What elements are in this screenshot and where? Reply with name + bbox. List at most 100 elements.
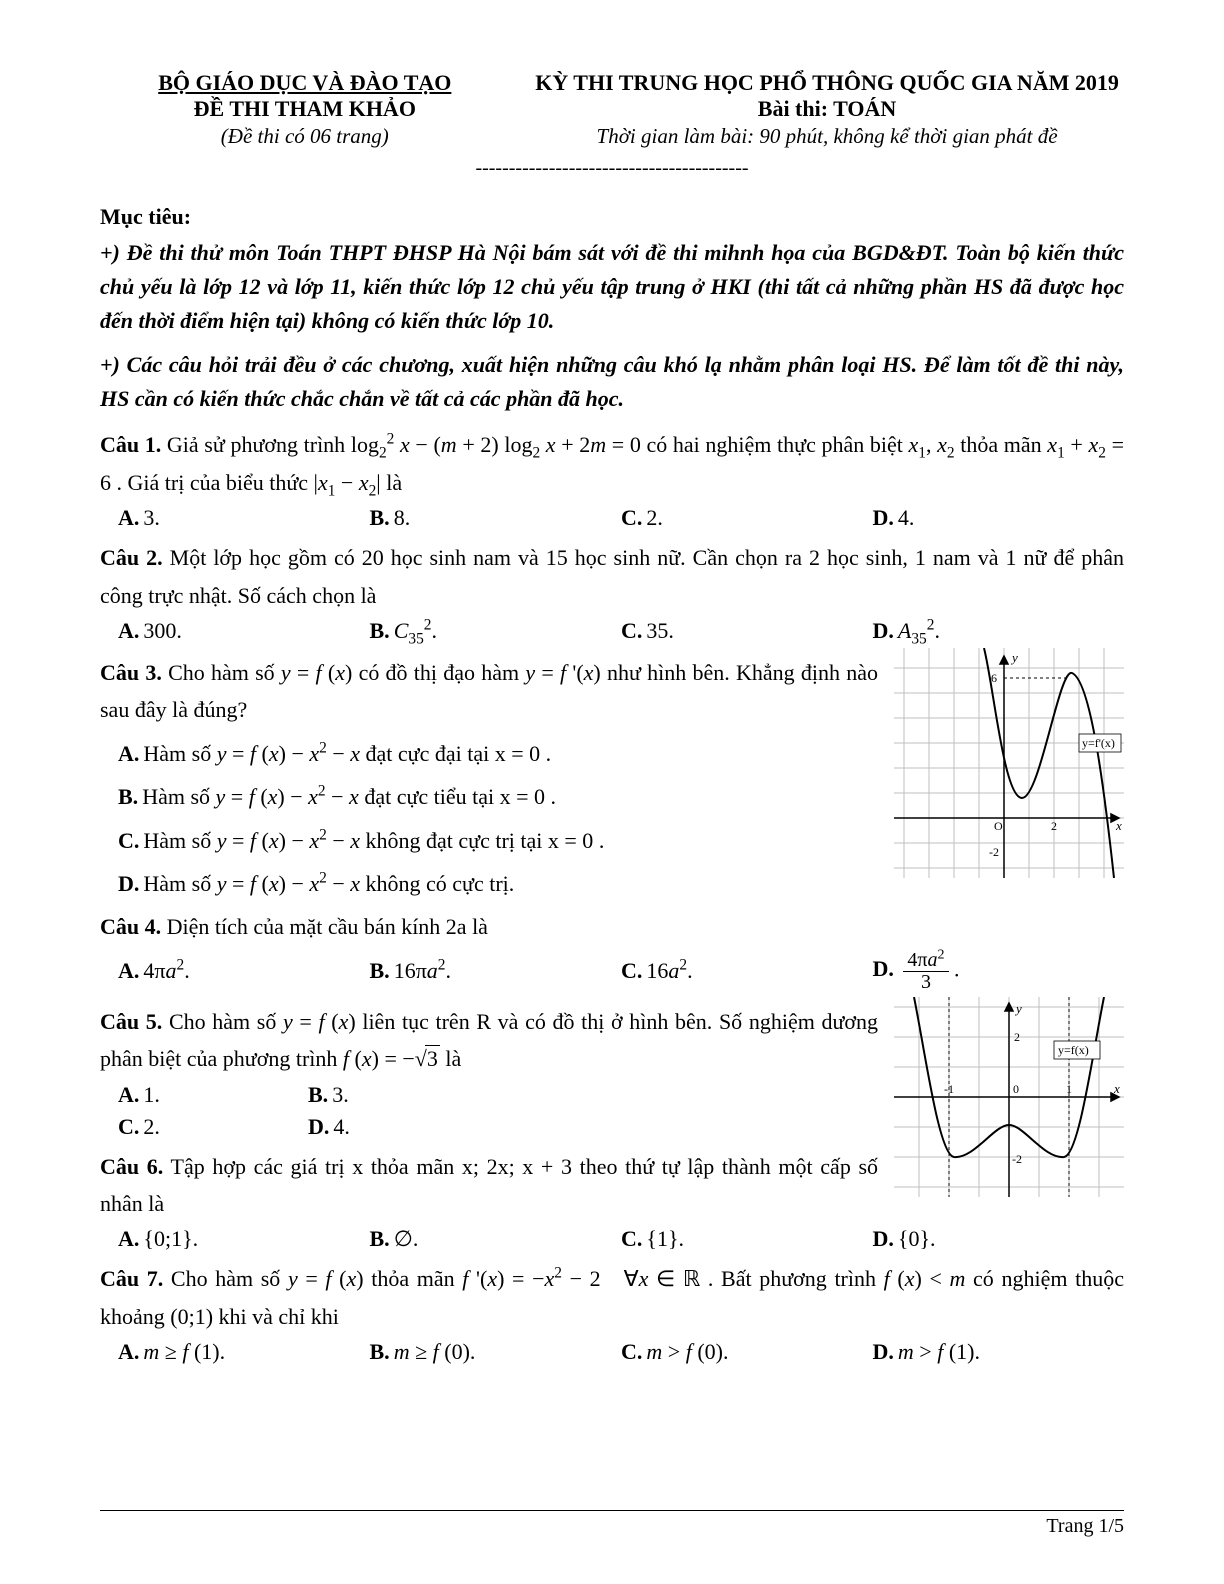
q6-optC: C.{1}.: [621, 1224, 873, 1254]
q3-optB: B.Hàm số y = f (x) − x2 − x đạt cực tiểu…: [118, 778, 878, 815]
q7-optA: A.m ≥ f (1).: [118, 1337, 370, 1367]
q4-label: Câu 4.: [100, 914, 161, 939]
q1-optD: D.4.: [873, 503, 1125, 533]
q5-text-a: Cho hàm số: [169, 1009, 283, 1034]
derivative-graph-icon: y x O 6 2 -2 y=f'(x): [894, 648, 1124, 878]
svg-text:x: x: [1115, 818, 1122, 833]
q1-text-a: Giả sử phương trình log: [167, 432, 379, 457]
svg-text:6: 6: [991, 671, 997, 685]
q2-label: Câu 2.: [100, 545, 163, 570]
ministry-label: BỘ GIÁO DỤC VÀ ĐÀO TẠO: [158, 70, 451, 95]
q7-text-c: . Bất phương trình: [708, 1266, 884, 1291]
svg-text:y: y: [1010, 650, 1018, 665]
svg-text:y=f'(x): y=f'(x): [1082, 736, 1115, 750]
q1-text-e: là: [386, 470, 402, 495]
q5-graph: y x 0 -1 1 2 -2 y=f(x): [894, 997, 1124, 1197]
svg-text:2: 2: [1014, 1030, 1020, 1044]
q3-optA: A.Hàm số y = f (x) − x2 − x đạt cực đại …: [118, 735, 878, 772]
question-4: Câu 4. Diện tích của mặt cầu bán kính 2a…: [100, 908, 1124, 945]
q4-optD: D. 4πa23 .: [873, 948, 1125, 995]
q1-math-1: 22 x − (m + 2) log2 x + 2m = 0: [379, 432, 641, 457]
objectives-label: Mục tiêu:: [100, 204, 1124, 230]
q5-text-c: là: [445, 1046, 461, 1071]
duration-note: Thời gian làm bài: 90 phút, không kể thờ…: [530, 124, 1124, 149]
objective-1: +) Đề thi thử môn Toán THPT ĐHSP Hà Nội …: [100, 236, 1124, 338]
q1-optA: A.3.: [118, 503, 370, 533]
svg-text:y=f(x): y=f(x): [1058, 1043, 1089, 1057]
svg-text:-1: -1: [944, 1082, 954, 1096]
q7-optC: C.m > f (0).: [621, 1337, 873, 1367]
svg-text:O: O: [994, 819, 1003, 833]
q1-text-c: thỏa mãn: [960, 432, 1047, 457]
question-6: Câu 6. Tập hợp các giá trị x thỏa mãn x;…: [100, 1148, 878, 1223]
q4-optC: C.16a2.: [621, 956, 873, 986]
q1-math-2: x1, x2: [909, 432, 955, 457]
header-row: BỘ GIÁO DỤC VÀ ĐÀO TẠO KỲ THI TRUNG HỌC …: [100, 70, 1124, 96]
q1-math-4: |x1 − x2|: [314, 470, 381, 495]
q6-label: Câu 6.: [100, 1154, 163, 1179]
page-footer: Trang 1/5: [100, 1510, 1124, 1538]
q3-text-b: có đồ thị đạo hàm: [359, 660, 526, 685]
svg-text:2: 2: [1051, 819, 1057, 833]
q2-optD: D.A352.: [873, 616, 1125, 646]
q1-text-d: . Giá trị của biểu thức: [117, 470, 314, 495]
q5-optD: D.4.: [308, 1112, 498, 1142]
q2-optA: A.300.: [118, 616, 370, 646]
q1-optC: C.2.: [621, 503, 873, 533]
svg-text:-2: -2: [1012, 1152, 1022, 1166]
svg-text:0: 0: [1013, 1082, 1019, 1096]
q1-text-b: có hai nghiệm thực phân biệt: [647, 432, 909, 457]
svg-text:y: y: [1014, 1001, 1022, 1016]
q7-optB: B.m ≥ f (0).: [370, 1337, 622, 1367]
q3-text-a: Cho hàm số: [168, 660, 281, 685]
svg-text:x: x: [1113, 1081, 1120, 1096]
q5-label: Câu 5.: [100, 1009, 162, 1034]
q7-label: Câu 7.: [100, 1266, 163, 1291]
q6-optB: B.∅.: [370, 1224, 622, 1254]
q6-optD: D.{0}.: [873, 1224, 1125, 1254]
objective-2: +) Các câu hỏi trải đều ở các chương, xu…: [100, 348, 1124, 416]
q7-options: A.m ≥ f (1). B.m ≥ f (0). C.m > f (0). D…: [118, 1337, 1124, 1367]
header-left: BỘ GIÁO DỤC VÀ ĐÀO TẠO: [100, 70, 510, 96]
q7-text-e: khi và chỉ khi: [219, 1304, 339, 1329]
question-1: Câu 1. Giả sử phương trình log22 x − (m …: [100, 426, 1124, 501]
page-count-note: (Đề thi có 06 trang): [100, 124, 510, 149]
q2-text: Một lớp học gồm có 20 học sinh nam và 15…: [100, 545, 1124, 607]
sub-header: (Đề thi có 06 trang) Thời gian làm bài: …: [100, 124, 1124, 149]
svg-text:1: 1: [1066, 1082, 1072, 1096]
q4-options: A.4πa2. B.16πa2. C.16a2. D. 4πa23 .: [118, 948, 1124, 995]
q3-graph: y x O 6 2 -2 y=f'(x): [894, 648, 1124, 878]
question-3: Câu 3. Cho hàm số y = f (x) có đồ thị đạ…: [100, 654, 878, 729]
q2-optC: C.35.: [621, 616, 873, 646]
q4-optB: B.16πa2.: [370, 956, 622, 986]
q6-optA: A.{0;1}.: [118, 1224, 370, 1254]
exam-page: BỘ GIÁO DỤC VÀ ĐÀO TẠO KỲ THI TRUNG HỌC …: [0, 0, 1224, 1584]
q3-optD: D.Hàm số y = f (x) − x2 − x không có cực…: [118, 865, 878, 902]
q6-text: Tập hợp các giá trị x thỏa mãn x; 2x; x …: [100, 1154, 878, 1216]
page-number: Trang 1/5: [1046, 1515, 1124, 1537]
quartic-graph-icon: y x 0 -1 1 2 -2 y=f(x): [894, 997, 1124, 1197]
question-3-row: Câu 3. Cho hàm số y = f (x) có đồ thị đạ…: [100, 648, 1124, 902]
q5-optA: A.1.: [118, 1080, 308, 1110]
q5-options-2: C.2. D.4.: [118, 1112, 878, 1142]
q5-optB: B.3.: [308, 1080, 498, 1110]
q2-optB: B.C352.: [370, 616, 622, 646]
q7-text-b: thỏa mãn: [371, 1266, 462, 1291]
q7-text-a: Cho hàm số: [171, 1266, 288, 1291]
q1-optB: B.8.: [370, 503, 622, 533]
q5-options-1: A.1. B.3.: [118, 1080, 878, 1110]
q4-optA: A.4πa2.: [118, 956, 370, 986]
q7-optD: D.m > f (1).: [873, 1337, 1125, 1367]
exam-title: KỲ THI TRUNG HỌC PHỔ THÔNG QUỐC GIA NĂM …: [530, 70, 1124, 96]
q1-label: Câu 1.: [100, 432, 161, 457]
q5-optC: C.2.: [118, 1112, 308, 1142]
q3-label: Câu 3.: [100, 660, 162, 685]
question-5-row: Câu 5. Cho hàm số y = f (x) liên tục trê…: [100, 997, 1124, 1223]
question-7: Câu 7. Cho hàm số y = f (x) thỏa mãn f '…: [100, 1260, 1124, 1335]
question-5: Câu 5. Cho hàm số y = f (x) liên tục trê…: [100, 1003, 878, 1078]
svg-text:-2: -2: [989, 845, 999, 859]
exam-type: ĐỀ THI THAM KHẢO: [100, 96, 510, 122]
q4-text: Diện tích của mặt cầu bán kính 2a là: [167, 914, 488, 939]
q6-options: A.{0;1}. B.∅. C.{1}. D.{0}.: [118, 1224, 1124, 1254]
header-row-2: ĐỀ THI THAM KHẢO Bài thi: TOÁN: [100, 96, 1124, 122]
